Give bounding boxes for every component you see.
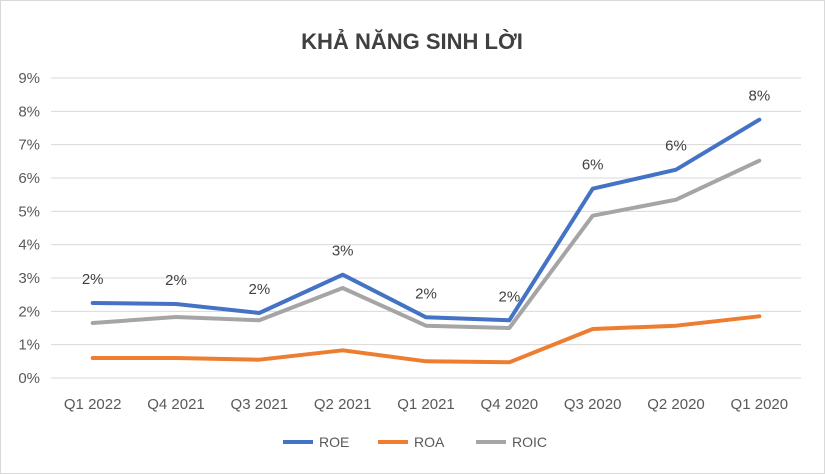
data-label: 2%: [248, 281, 270, 298]
legend-label: ROIC: [512, 434, 547, 450]
y-tick-label: 4%: [18, 237, 40, 254]
y-tick-label: 5%: [18, 203, 40, 220]
data-label: 2%: [82, 271, 104, 288]
y-axis-ticks: 0% 1% 2% 3% 4% 5% 6% 7% 8% 9%: [18, 70, 40, 387]
y-tick-label: 8%: [18, 103, 40, 120]
chart-title: KHẢ NĂNG SINH LỜI: [301, 29, 523, 54]
legend: ROE ROA ROIC: [283, 434, 547, 450]
x-axis-ticks: Q1 2022 Q4 2021 Q3 2021 Q2 2021 Q1 2021 Q4 20…: [64, 396, 788, 413]
gridlines: [51, 77, 801, 379]
data-label: 6%: [665, 138, 687, 155]
y-tick-label: 2%: [18, 303, 40, 320]
y-tick-label: 1%: [18, 337, 40, 354]
data-label: 2%: [498, 288, 520, 305]
y-tick-label: 3%: [18, 270, 40, 287]
y-tick-label: 9%: [18, 70, 40, 87]
x-tick-label: Q1 2020: [731, 396, 789, 413]
data-label: 2%: [165, 272, 187, 289]
x-tick-label: Q3 2020: [564, 396, 622, 413]
data-label: 2%: [415, 285, 437, 302]
x-tick-label: Q3 2021: [231, 396, 289, 413]
x-tick-label: Q2 2021: [314, 396, 372, 413]
y-tick-label: 0%: [18, 370, 40, 387]
data-labels: 2% 2% 2% 3% 2% 2% 6% 6% 8%: [82, 88, 770, 306]
y-tick-label: 7%: [18, 137, 40, 154]
series-line-roa: [90, 314, 762, 365]
series-line-roe: [90, 117, 762, 323]
x-tick-label: Q4 2021: [147, 396, 205, 413]
series-line-roic: [90, 158, 762, 330]
data-label: 3%: [332, 243, 354, 260]
x-tick-label: Q1 2022: [64, 396, 122, 413]
legend-label: ROE: [319, 434, 349, 450]
legend-label: ROA: [414, 434, 445, 450]
data-label: 8%: [748, 88, 770, 105]
x-tick-label: Q4 2020: [481, 396, 539, 413]
x-tick-label: Q2 2020: [647, 396, 705, 413]
y-tick-label: 6%: [18, 170, 40, 187]
series-lines: [90, 117, 762, 365]
data-label: 6%: [582, 157, 604, 174]
x-tick-label: Q1 2021: [397, 396, 455, 413]
